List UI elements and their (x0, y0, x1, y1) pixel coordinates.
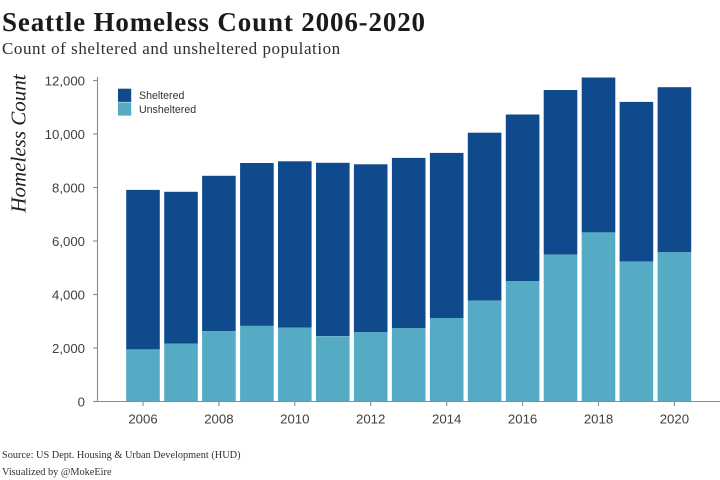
svg-text:4,000: 4,000 (52, 287, 85, 302)
svg-text:2012: 2012 (356, 412, 385, 427)
svg-text:2006: 2006 (128, 412, 157, 427)
svg-text:8,000: 8,000 (52, 180, 85, 195)
svg-text:0: 0 (78, 394, 85, 409)
svg-text:Sheltered: Sheltered (139, 90, 184, 102)
svg-text:2,000: 2,000 (52, 341, 85, 356)
svg-text:2018: 2018 (584, 412, 613, 427)
svg-text:2008: 2008 (204, 412, 233, 427)
svg-text:2016: 2016 (508, 412, 537, 427)
svg-text:10,000: 10,000 (45, 127, 85, 142)
svg-text:2014: 2014 (432, 412, 461, 427)
svg-text:6,000: 6,000 (52, 234, 85, 249)
svg-text:Unsheltered: Unsheltered (139, 104, 196, 116)
svg-text:2010: 2010 (280, 412, 309, 427)
svg-text:2020: 2020 (660, 412, 689, 427)
svg-text:12,000: 12,000 (45, 73, 85, 88)
